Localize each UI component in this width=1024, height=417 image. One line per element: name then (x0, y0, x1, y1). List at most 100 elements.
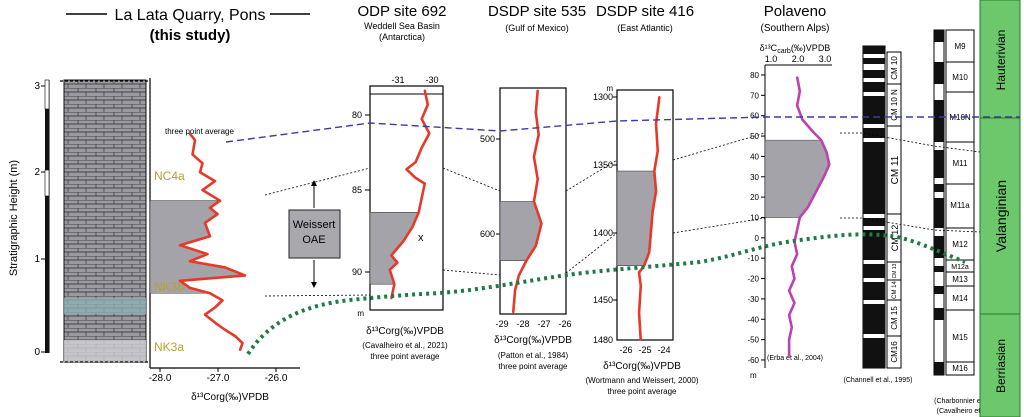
lithology-column (60, 79, 150, 363)
polaveno-point-9 (817, 186, 820, 188)
pons-point-18 (216, 213, 219, 215)
svg-text:-26: -26 (558, 319, 571, 329)
odp692-point-15 (396, 261, 399, 264)
dsdp416-point-4 (655, 190, 657, 193)
dsdp535-subtitle: (Gulf of Mexico) (505, 23, 569, 33)
odp692-point-8 (423, 182, 426, 185)
polaveno-subtitle: (Southern Alps) (761, 23, 830, 34)
main-subtitle: (this study) (150, 27, 231, 44)
polaveno-point-7 (828, 163, 831, 166)
dsdp416-ytick-1300: 1300 (593, 92, 613, 102)
cm-11: CM 11 (890, 155, 901, 184)
stage-column: Hauterivian Valanginian Berriasian (979, 0, 1021, 417)
dsdp535-point-1 (534, 111, 537, 114)
pons-xtick-2: -26.0 (265, 373, 288, 384)
polaveno-point-8 (823, 175, 825, 178)
svg-text:3.0: 3.0 (819, 54, 832, 64)
odp-citation: (Cavalheiro et al., 2021) (362, 341, 448, 350)
odp-ytick-80: 80 (352, 110, 362, 120)
m13: M13 (952, 275, 968, 284)
polaveno-point-21 (790, 326, 793, 329)
y-tick-0: 0 (34, 347, 40, 358)
cm-12: CM 12 (890, 225, 900, 252)
cm-column: CM 10 CM 10 N CM 11 CM 12 CM 13 CM 14 CM… (844, 45, 912, 384)
dsdp416-point-6 (650, 230, 652, 233)
pons-point-6 (214, 306, 216, 309)
pons-point-22 (214, 180, 216, 183)
dsdp535-point-9 (517, 274, 520, 277)
odp-ytick-90: 90 (352, 267, 362, 277)
m9: M9 (954, 42, 966, 51)
svg-text:Weissert: Weissert (293, 219, 336, 231)
polaveno-ytick-label: 10 (750, 213, 759, 222)
m16: M16 (952, 364, 968, 373)
polaveno-citation: (Erba et al., 2004) (767, 355, 823, 362)
odp692-point-2 (420, 118, 423, 120)
dsdp416-point-10 (639, 285, 642, 287)
polaveno-ytick-label: 70 (750, 91, 759, 100)
pons-point-15 (179, 244, 181, 247)
polaveno-ytick-label: 0 (755, 234, 760, 243)
cm-15: CM 15 (890, 306, 899, 330)
polaveno-point-16 (790, 265, 793, 268)
cm-10: CM 10 (890, 56, 899, 80)
dsdp535-point-2 (537, 133, 540, 136)
svg-text:m: m (357, 309, 364, 318)
odp692-point-13 (396, 247, 399, 250)
svg-text:-29: -29 (495, 319, 508, 329)
dsdp535-point-11 (512, 311, 515, 314)
dsdp535-citation: (Patton et al., 1984) (498, 351, 569, 360)
polaveno-ytick-label: -60 (747, 356, 759, 365)
odp692-point-10 (417, 211, 420, 214)
odp692-point-1 (426, 103, 429, 106)
polaveno-point-1 (798, 90, 801, 93)
charbonnier-citation: (Charbonnier et al., 2020) (934, 398, 1014, 405)
polaveno-point-12 (798, 216, 801, 219)
dsdp535-point-6 (540, 222, 543, 225)
m10: M10 (952, 73, 968, 82)
pons-point-12 (224, 266, 226, 269)
dsdp535-xlabel: δ¹³Corg(‰)VPDB (494, 335, 572, 346)
pons-point-5 (204, 313, 206, 316)
polaveno-point-4 (812, 131, 815, 133)
polaveno-title: Polaveno (764, 3, 827, 20)
polaveno-point-11 (806, 206, 809, 209)
cavalheiro2-citation: (Cavalheiro et al., 2021) (937, 408, 1012, 415)
pons-point-23 (199, 171, 201, 174)
odp-xtick-0: -31 (391, 75, 404, 85)
svg-text:-25: -25 (638, 345, 651, 355)
polaveno-ytick-label: -30 (747, 295, 759, 304)
pons-point-10 (179, 279, 181, 282)
odp692-point-5 (414, 161, 417, 164)
polaveno-point-3 (801, 118, 804, 121)
pons-xtick-0: -28.0 (149, 373, 172, 384)
polaveno-ytick-label: -50 (747, 336, 759, 345)
svg-text:-26: -26 (619, 345, 632, 355)
polaveno-ytick-label: 30 (750, 173, 759, 182)
dsdp416-ytick-1480: 1480 (593, 335, 613, 345)
odp692-point-0 (423, 89, 426, 92)
pons-point-8 (209, 292, 211, 295)
odp692-point-11 (411, 225, 414, 228)
odp692-point-7 (414, 176, 417, 179)
odp692-shaded-interval (369, 212, 420, 285)
polaveno-point-10 (812, 196, 815, 199)
odp-xlabel: δ¹³Corg(‰)VPDB (366, 326, 444, 337)
odp692-point-6 (405, 168, 408, 171)
odp-xtick-1: -30 (425, 75, 438, 85)
m-column: M9 M10 M10N M11 M11a M12 M12a M13 M14 M1… (933, 29, 1014, 415)
m12a: M12a (951, 264, 969, 271)
m15: M15 (952, 333, 968, 342)
pons-xlabel: δ¹³Corg(‰)VPDB (191, 392, 269, 403)
dsdp535-ytick-500: 500 (480, 134, 495, 144)
strat-height-axis: 3 2 1 0 (34, 79, 50, 358)
dsdp416-xlabel: δ¹³Corg(‰)VPDB (603, 361, 681, 372)
polaveno-ytick-label: 50 (750, 132, 759, 141)
pons-point-1 (241, 342, 244, 344)
correlation-lines (225, 116, 1020, 356)
odp-subtitle-2: (Antarctica) (379, 32, 425, 42)
svg-text:-24: -24 (657, 345, 670, 355)
polaveno-point-20 (788, 314, 791, 317)
cm-13: CM 13 (892, 263, 898, 278)
